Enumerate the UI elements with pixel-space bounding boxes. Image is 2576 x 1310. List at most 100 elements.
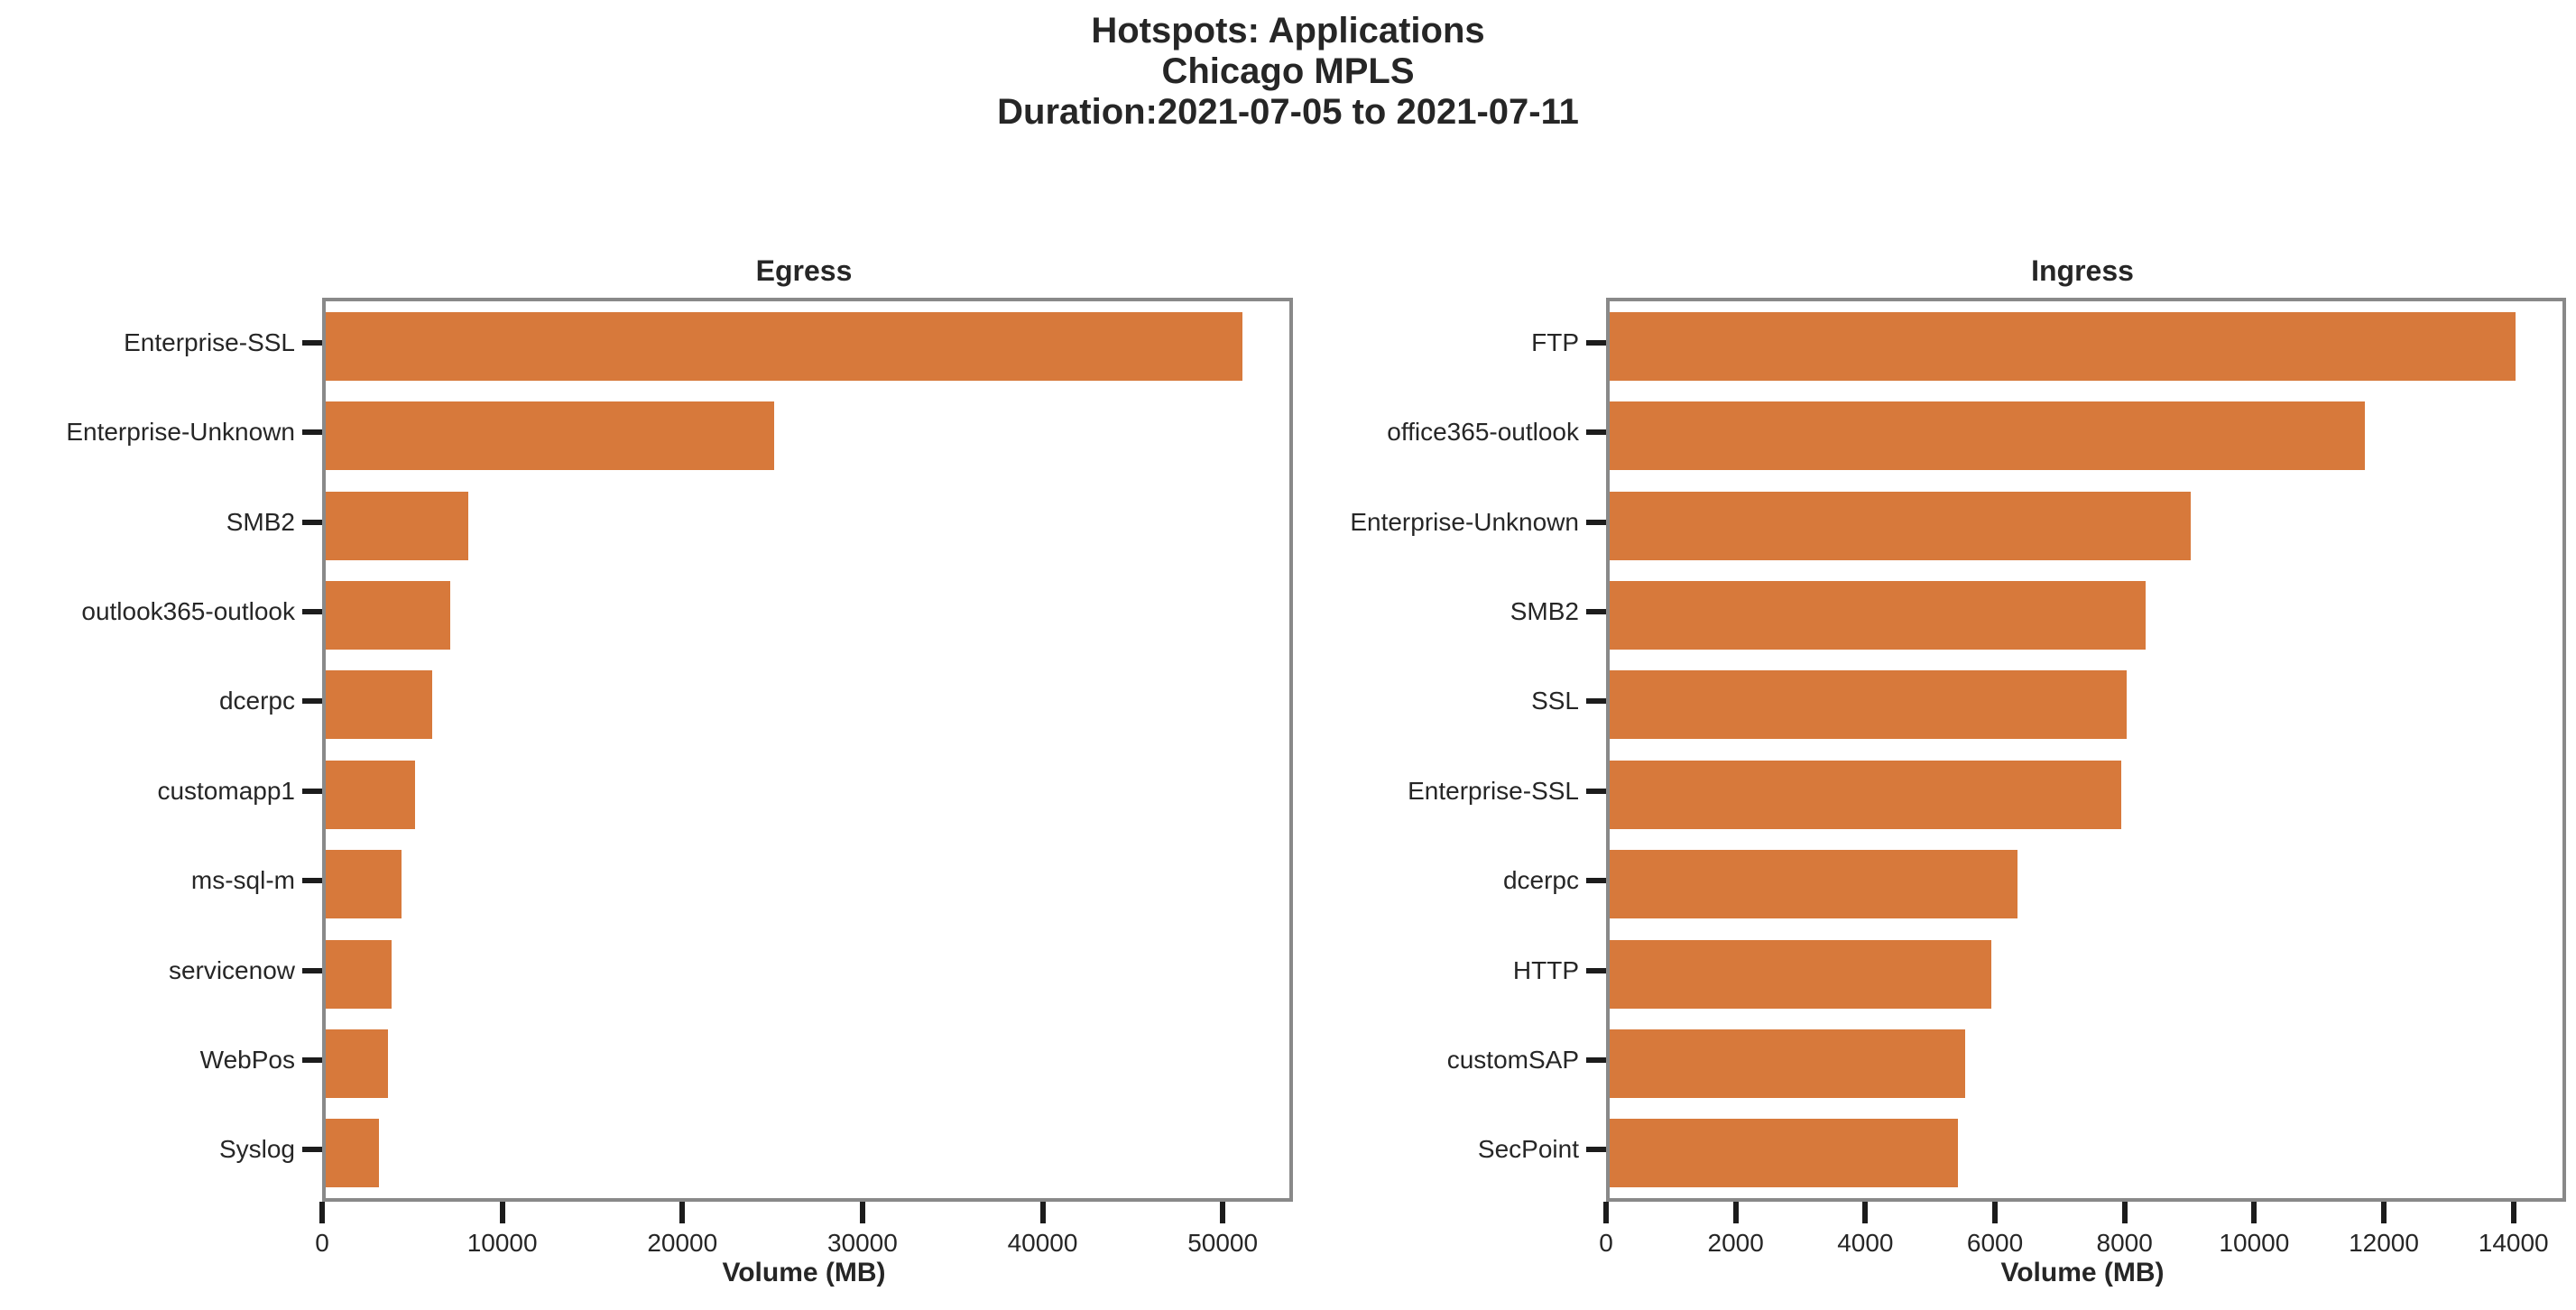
bar xyxy=(326,491,468,560)
category-label: SSL xyxy=(1531,687,1579,715)
bar xyxy=(326,401,775,471)
y-tick-mark xyxy=(302,967,326,973)
x-tick-mark xyxy=(679,1202,686,1223)
bar xyxy=(326,311,1243,381)
y-tick-mark xyxy=(1586,698,1610,705)
x-tick-mark xyxy=(2251,1202,2257,1223)
ingress-plot-area xyxy=(1606,298,2566,1202)
bar xyxy=(1610,760,2121,829)
y-tick-mark xyxy=(302,878,326,884)
y-tick-mark xyxy=(1586,1056,1610,1063)
figure-title-line2: Chicago MPLS xyxy=(1161,51,1415,91)
x-tick-mark xyxy=(2381,1202,2387,1223)
bar xyxy=(326,939,392,1009)
category-label: Enterprise-Unknown xyxy=(1350,507,1579,536)
figure-title-line1: Hotspots: Applications xyxy=(1091,11,1485,51)
y-tick-mark xyxy=(302,608,326,614)
y-tick-mark xyxy=(1586,878,1610,884)
category-label: outlook365-outlook xyxy=(81,596,295,625)
bar xyxy=(1610,939,1992,1009)
bar xyxy=(326,670,432,740)
category-label: HTTP xyxy=(1512,955,1579,984)
bar xyxy=(1610,311,2516,381)
bar xyxy=(326,850,402,919)
x-tick-label: 50000 xyxy=(1187,1229,1259,1257)
x-tick-label: 10000 xyxy=(466,1229,538,1257)
x-tick-mark xyxy=(1603,1202,1609,1223)
category-label: Syslog xyxy=(218,1135,295,1164)
x-tick-mark xyxy=(319,1202,325,1223)
y-tick-mark xyxy=(1586,788,1610,794)
x-tick-label: 40000 xyxy=(1007,1229,1078,1257)
y-tick-mark xyxy=(302,519,326,525)
y-tick-mark xyxy=(302,698,326,705)
bar xyxy=(326,1119,379,1188)
bar xyxy=(1610,850,2017,919)
category-label: customapp1 xyxy=(157,776,295,805)
x-tick-label: 8000 xyxy=(2096,1229,2153,1257)
category-label: Enterprise-SSL xyxy=(124,328,295,356)
y-tick-mark xyxy=(1586,967,1610,973)
egress-chart: Egress Enterprise-SSL Enterprise-Unknown S… xyxy=(0,253,1293,1310)
x-tick-mark xyxy=(1862,1202,1869,1223)
x-tick-mark xyxy=(1732,1202,1739,1223)
category-label: customSAP xyxy=(1446,1045,1579,1074)
category-label: dcerpc xyxy=(218,687,295,715)
y-tick-mark xyxy=(1586,608,1610,614)
bar xyxy=(1610,1119,1959,1188)
egress-y-axis: Enterprise-SSL Enterprise-Unknown SMB2 outl… xyxy=(0,298,326,1195)
ingress-x-axis-label: Volume (MB) xyxy=(2000,1258,2165,1287)
y-tick-mark xyxy=(302,429,326,436)
figure-title: Hotspots: Applications Chicago MPLS Dura… xyxy=(0,11,2576,133)
x-tick-label: 0 xyxy=(1599,1229,1613,1257)
x-tick-label: 2000 xyxy=(1707,1229,1764,1257)
bar xyxy=(326,580,450,650)
x-tick-label: 30000 xyxy=(826,1229,898,1257)
category-label: SMB2 xyxy=(226,507,295,536)
category-label: servicenow xyxy=(168,955,295,984)
x-tick-mark xyxy=(1039,1202,1046,1223)
bar xyxy=(1610,1029,1965,1098)
x-tick-mark xyxy=(499,1202,505,1223)
x-tick-label: 10000 xyxy=(2219,1229,2290,1257)
y-tick-mark xyxy=(302,339,326,346)
y-tick-mark xyxy=(1586,339,1610,346)
x-tick-label: 0 xyxy=(315,1229,329,1257)
x-tick-mark xyxy=(2510,1202,2516,1223)
figure-title-line3: Duration:2021-07-05 to 2021-07-11 xyxy=(997,92,1579,132)
y-tick-mark xyxy=(302,1147,326,1153)
x-tick-mark xyxy=(859,1202,865,1223)
y-tick-mark xyxy=(1586,519,1610,525)
category-label: SMB2 xyxy=(1510,596,1579,625)
category-label: Enterprise-SSL xyxy=(1408,776,1579,805)
y-tick-mark xyxy=(302,1056,326,1063)
category-label: WebPos xyxy=(199,1045,295,1074)
ingress-y-axis: FTP office365-outlook Enterprise-Unknown SM… xyxy=(1284,298,1610,1195)
x-tick-label: 6000 xyxy=(1966,1229,2024,1257)
egress-plot-area xyxy=(322,298,1293,1202)
bar xyxy=(1610,491,2192,560)
x-tick-mark xyxy=(1992,1202,1999,1223)
y-tick-mark xyxy=(1586,429,1610,436)
category-label: ms-sql-m xyxy=(190,866,295,895)
bar xyxy=(1610,670,2128,740)
egress-chart-title: Egress xyxy=(755,254,853,287)
category-label: FTP xyxy=(1531,328,1579,356)
y-tick-mark xyxy=(302,788,326,794)
x-tick-label: 14000 xyxy=(2478,1229,2549,1257)
category-label: Enterprise-Unknown xyxy=(66,418,295,447)
x-tick-label: 12000 xyxy=(2349,1229,2419,1257)
ingress-chart-title: Ingress xyxy=(2031,254,2134,287)
ingress-x-axis: 0 2000 4000 6000 8000 10000 12000 14000 xyxy=(1599,1202,2559,1292)
category-label: office365-outlook xyxy=(1387,418,1579,447)
x-tick-mark xyxy=(1220,1202,1226,1223)
x-tick-label: 20000 xyxy=(647,1229,718,1257)
category-label: dcerpc xyxy=(1502,866,1579,895)
x-tick-label: 4000 xyxy=(1837,1229,1894,1257)
ingress-chart: Ingress FTP office365-outlook Enterprise-U… xyxy=(1284,253,2576,1310)
y-tick-mark xyxy=(1586,1147,1610,1153)
category-label: SecPoint xyxy=(1477,1135,1579,1164)
bar xyxy=(1610,580,2147,650)
egress-x-axis-label: Volume (MB) xyxy=(722,1258,886,1287)
